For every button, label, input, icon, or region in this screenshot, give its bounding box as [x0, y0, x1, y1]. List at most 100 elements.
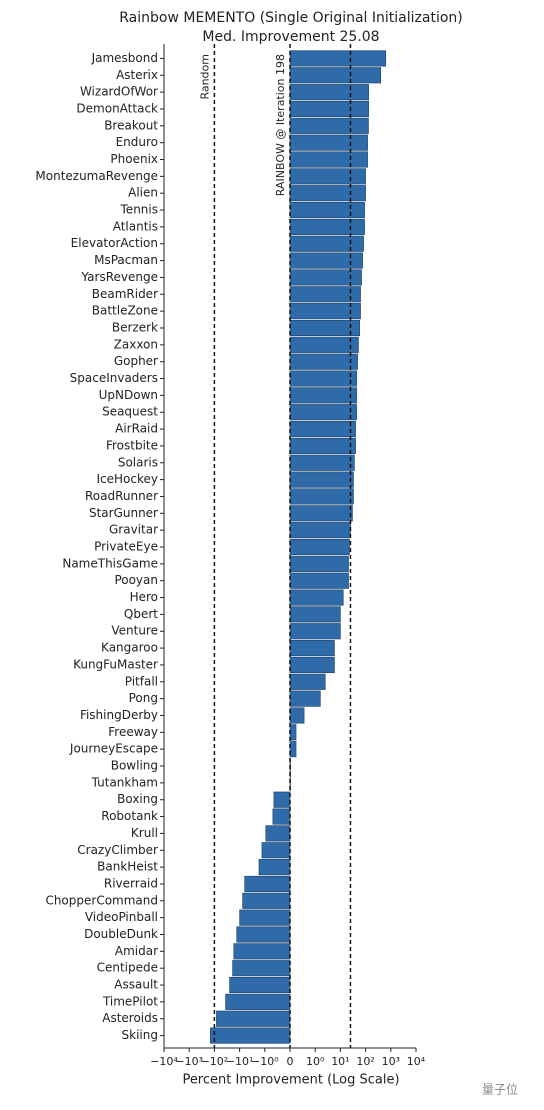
- x-tick-label: 10⁴: [407, 1055, 426, 1068]
- y-tick-label: JourneyEscape: [69, 742, 158, 756]
- x-axis-label: Percent Improvement (Log Scale): [182, 1073, 399, 1088]
- x-tick-label: 10⁰: [306, 1055, 325, 1068]
- y-tick-label: Asteroids: [102, 1011, 158, 1025]
- y-tick-label: DemonAttack: [76, 101, 158, 115]
- x-tick-label: 10³: [382, 1055, 400, 1068]
- y-tick-label: MontezumaRevenge: [35, 169, 158, 183]
- y-tick-label: Gravitar: [109, 523, 158, 537]
- bar: [289, 353, 358, 370]
- bar: [232, 960, 291, 977]
- y-tick-label: Enduro: [116, 135, 158, 149]
- bar: [289, 572, 349, 589]
- bar: [289, 690, 321, 707]
- y-tick-label: Atlantis: [113, 219, 158, 233]
- x-tick-label: 10²: [356, 1055, 374, 1068]
- y-tick-label: Venture: [111, 624, 158, 638]
- bar: [289, 724, 297, 741]
- bar: [289, 117, 369, 134]
- bar: [265, 825, 291, 842]
- y-tick-label: BankHeist: [97, 860, 158, 874]
- bar: [289, 437, 356, 454]
- x-tick-label: 0: [287, 1055, 294, 1068]
- bar: [289, 50, 387, 67]
- y-tick-label: BeamRider: [92, 287, 158, 301]
- bar: [289, 454, 355, 471]
- y-tick-label: SpaceInvaders: [70, 371, 158, 385]
- y-tick-label: VideoPinball: [85, 910, 158, 924]
- x-tick-label: −10⁴: [150, 1055, 178, 1068]
- y-tick-label: PrivateEye: [94, 540, 158, 554]
- y-tick-label: ElevatorAction: [71, 236, 158, 250]
- chart-title: Rainbow MEMENTO (Single Original Initial…: [119, 10, 462, 26]
- x-tick-label: −10³: [175, 1055, 203, 1068]
- bar: [289, 640, 335, 657]
- bar: [289, 185, 366, 202]
- bar: [289, 707, 305, 724]
- bar: [289, 168, 366, 185]
- bar: [289, 286, 361, 303]
- y-tick-label: RoadRunner: [85, 489, 158, 503]
- bar: [289, 84, 369, 101]
- bar: [289, 387, 357, 404]
- bar: [289, 421, 356, 438]
- y-tick-label: Berzerk: [112, 320, 158, 334]
- y-tick-label: Solaris: [118, 455, 158, 469]
- y-tick-label: Centipede: [97, 961, 158, 975]
- bar: [258, 859, 291, 876]
- bar: [216, 1010, 291, 1027]
- bar: [289, 522, 351, 539]
- y-tick-label: Breakout: [104, 118, 158, 132]
- y-tick-label: NameThisGame: [62, 556, 158, 570]
- bar: [289, 606, 341, 623]
- y-tick-label: Krull: [131, 826, 158, 840]
- y-tick-label: FishingDerby: [80, 708, 158, 722]
- x-tick-label: −10¹: [226, 1055, 254, 1068]
- y-tick-label: Seaquest: [102, 405, 158, 419]
- y-tick-label: Bowling: [111, 759, 158, 773]
- y-tick-label: Kangaroo: [101, 641, 158, 655]
- y-tick-label: ChopperCommand: [45, 893, 158, 907]
- x-tick-label: −10⁰: [251, 1055, 279, 1068]
- y-tick-label: Hero: [130, 590, 158, 604]
- y-tick-label: BattleZone: [92, 304, 158, 318]
- bar: [233, 943, 291, 960]
- y-tick-label: Skiing: [122, 1028, 158, 1042]
- bar: [272, 808, 291, 825]
- bar: [273, 791, 291, 808]
- y-tick-label: Robotank: [101, 809, 158, 823]
- bar: [289, 673, 326, 690]
- bar: [242, 892, 291, 909]
- bar: [244, 875, 291, 892]
- reference-line-label: RAINBOW @ Iteration 198: [274, 54, 287, 196]
- y-tick-label: IceHockey: [97, 472, 159, 486]
- y-tick-label: Riverraid: [104, 876, 158, 890]
- bar: [261, 842, 291, 859]
- y-tick-label: AirRaid: [115, 422, 158, 436]
- bar: [289, 336, 359, 353]
- bar: [289, 589, 344, 606]
- y-tick-label: Asterix: [116, 68, 158, 82]
- y-tick-label: DoubleDunk: [84, 927, 158, 941]
- y-tick-label: StarGunner: [89, 506, 158, 520]
- bar: [289, 67, 382, 84]
- y-tick-label: TimePilot: [102, 994, 158, 1008]
- bar: [289, 555, 349, 572]
- y-tick-label: Pooyan: [114, 573, 158, 587]
- bar: [289, 252, 363, 269]
- y-tick-label: Tennis: [120, 203, 158, 217]
- y-tick-label: Alien: [128, 186, 158, 200]
- bar: [289, 370, 357, 387]
- y-tick-label: Qbert: [124, 607, 158, 621]
- reference-line-label: Random: [198, 54, 211, 100]
- bar: [289, 538, 350, 556]
- bar: [289, 151, 368, 168]
- bar: [289, 319, 360, 337]
- bar: [289, 488, 354, 505]
- x-tick-label: −10²: [201, 1055, 229, 1068]
- bar: [225, 993, 291, 1010]
- y-tick-label: MsPacman: [94, 253, 158, 267]
- y-tick-label: KungFuMaster: [73, 657, 158, 671]
- y-tick-label: Pitfall: [125, 674, 158, 688]
- y-tick-label: Phoenix: [110, 152, 158, 166]
